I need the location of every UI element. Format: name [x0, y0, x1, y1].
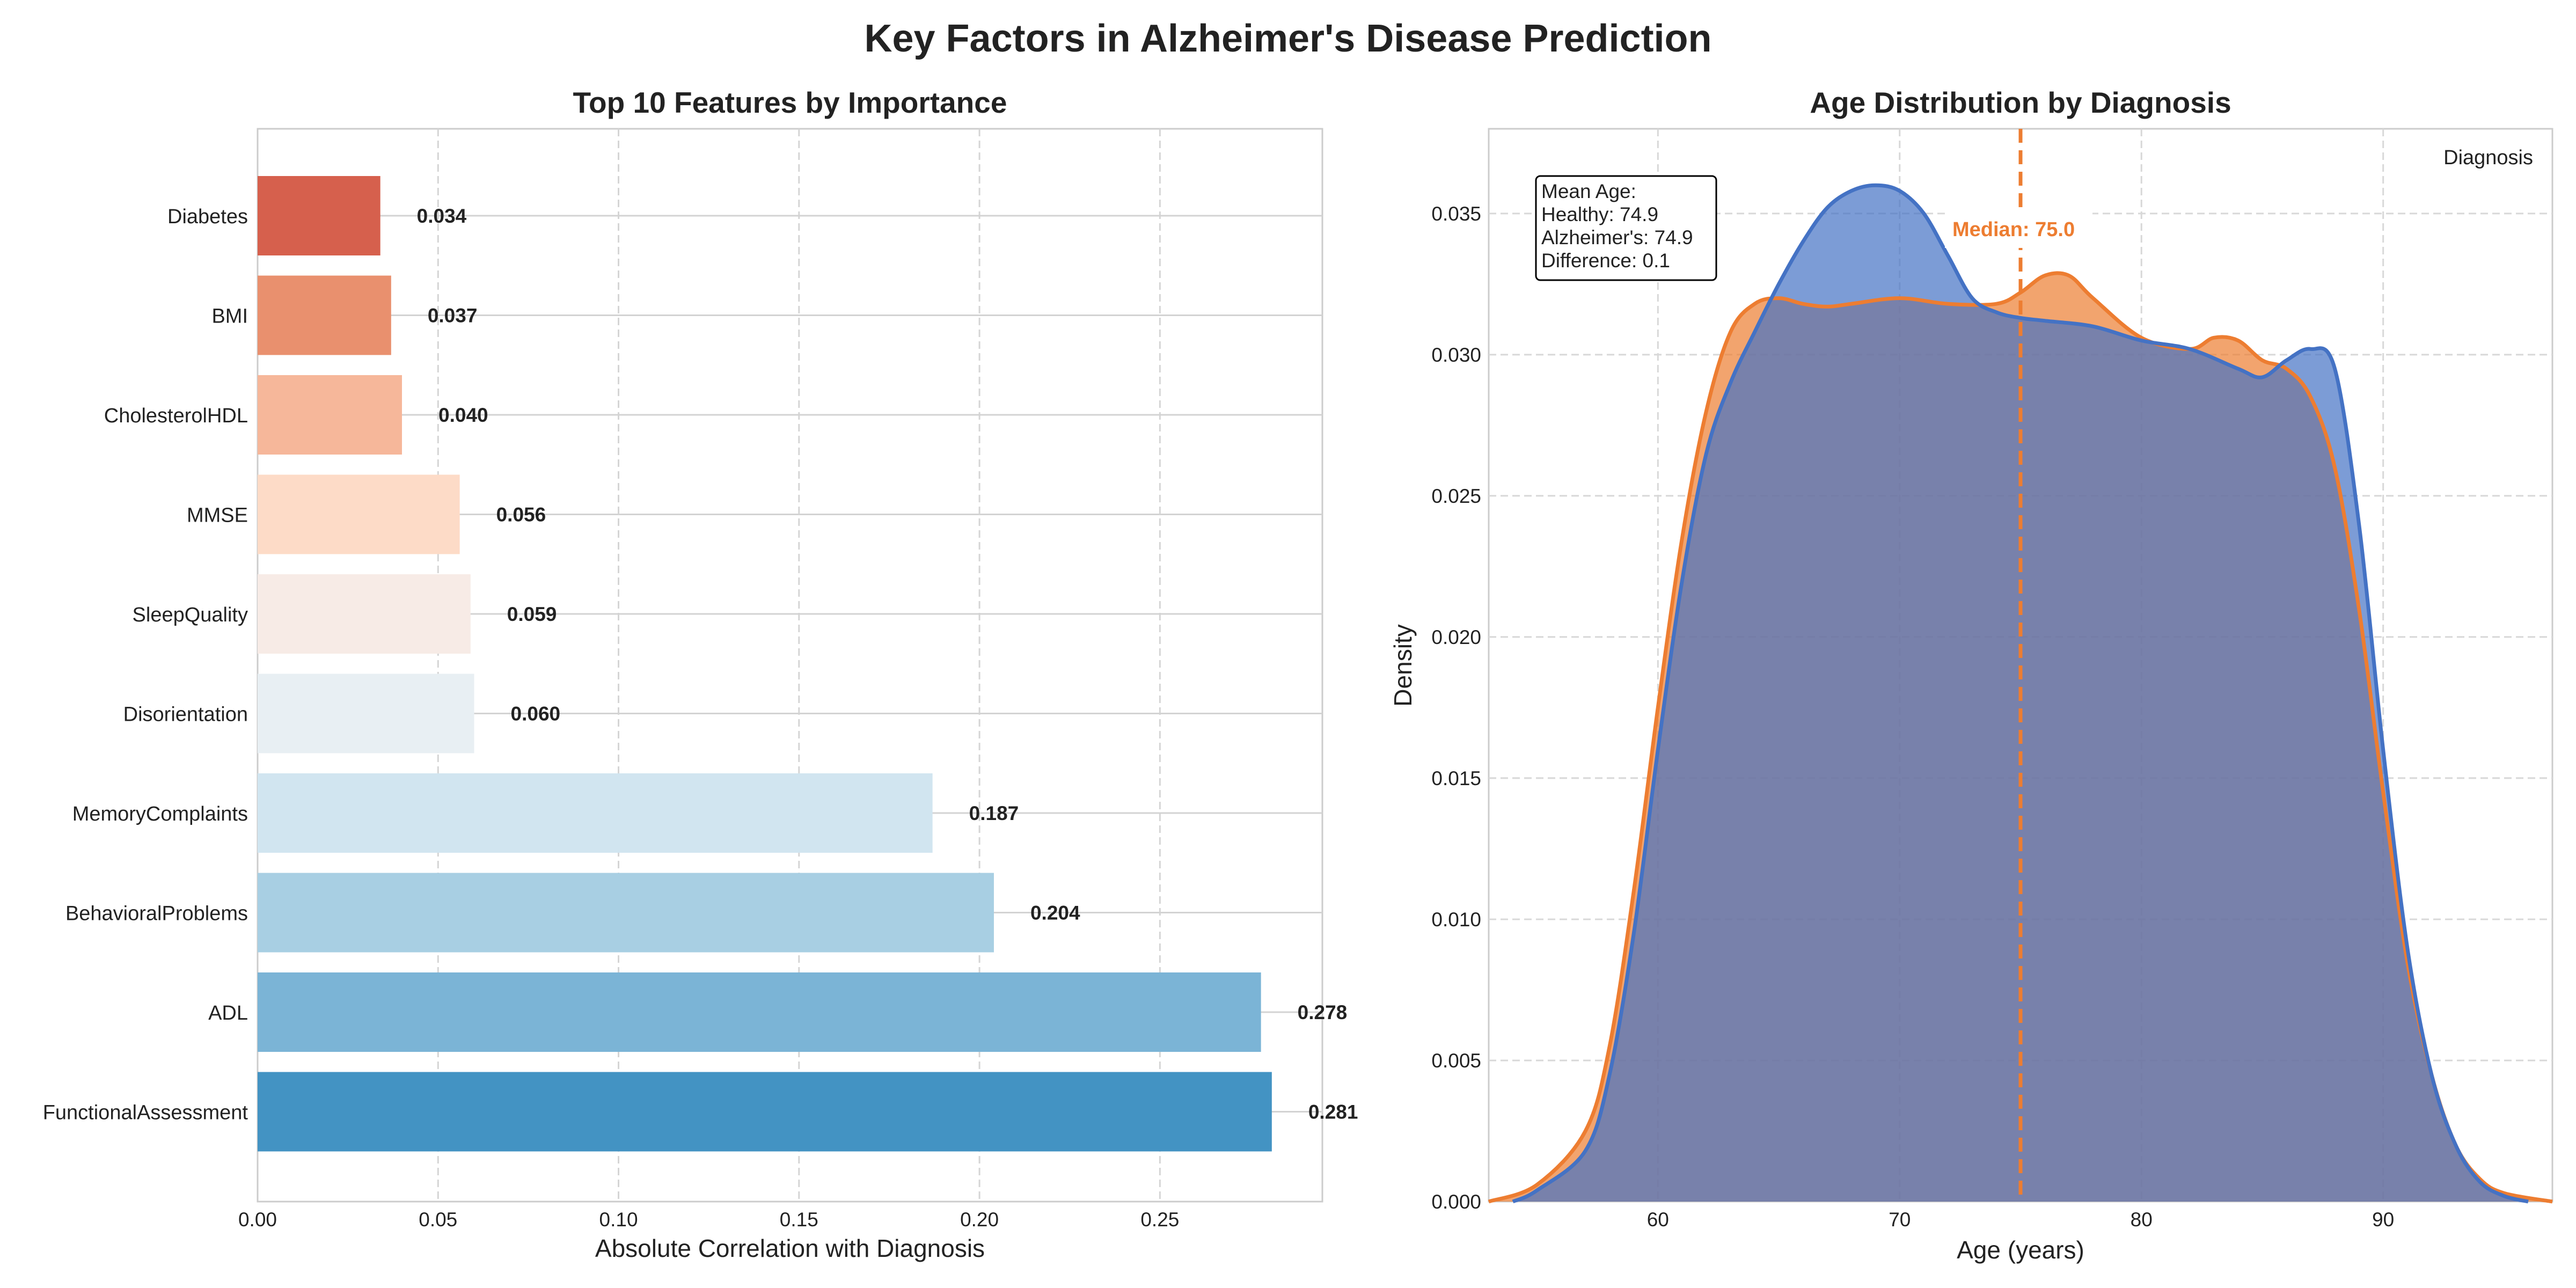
x-tick-label: 0.20	[960, 1209, 999, 1231]
bar	[258, 275, 391, 355]
kde-x-tick-label: 90	[2372, 1209, 2394, 1231]
bar-value-label: 0.187	[969, 802, 1019, 824]
category-label: CholesterolHDL	[104, 405, 248, 427]
bar-value-label: 0.056	[496, 504, 546, 526]
kde-y-tick-label: 0.005	[1431, 1050, 1481, 1072]
bar	[258, 375, 402, 455]
kde-y-tick-label: 0.010	[1431, 909, 1481, 931]
x-tick-label: 0.25	[1140, 1209, 1179, 1231]
bar	[258, 773, 933, 853]
bar	[258, 873, 994, 953]
kde-chart-y-ticks: 0.000 0.005 0.010 0.015 0.020 0.025 0.030 0.035	[1431, 203, 1481, 1213]
stats-box-frame	[1535, 175, 1717, 281]
bar-value-label: 0.204	[1030, 902, 1080, 924]
median-label-background	[1945, 210, 2092, 248]
stats-box-line-3: Alzheimer's: 74.9	[1541, 226, 1693, 248]
x-tick-label: 0.10	[599, 1209, 638, 1231]
bar-value-label: 0.281	[1308, 1101, 1358, 1123]
median-label: Median: 75.0	[1952, 218, 2075, 241]
bar-chart-x-label: Absolute Correlation with Diagnosis	[595, 1234, 985, 1262]
bar-value-label: 0.059	[507, 603, 557, 625]
kde-x-tick-label: 80	[2131, 1209, 2153, 1231]
kde-chart-x-label: Age (years)	[1957, 1236, 2084, 1264]
x-tick-label: 0.15	[780, 1209, 818, 1231]
kde-x-tick-label: 70	[1889, 1209, 1911, 1231]
category-label: Disorientation	[123, 704, 248, 726]
bar-value-label: 0.060	[511, 703, 561, 725]
bar-value-label: 0.278	[1298, 1001, 1348, 1023]
bar-chart-category-labels: Diabetes BMI CholesterolHDL MMSE SleepQualit…	[43, 206, 248, 1124]
kde-chart-x-ticks: 60 70 80 90	[1647, 1209, 2395, 1231]
kde-y-tick-label: 0.015	[1431, 767, 1481, 789]
density-line	[1488, 271, 2553, 1204]
category-label: Diabetes	[167, 206, 248, 228]
kde-y-tick-label: 0.035	[1431, 203, 1481, 225]
kde-x-tick-label: 60	[1647, 1209, 1669, 1231]
bar	[258, 1072, 1272, 1152]
bar	[258, 474, 460, 554]
bar-chart-bars	[258, 176, 1272, 1152]
bar-chart-title: Top 10 Features by Importance	[573, 86, 1007, 119]
kde-y-tick-label: 0.025	[1431, 485, 1481, 507]
category-label: MemoryComplaints	[72, 803, 248, 825]
kde-chart-median-line: Median: 75.0	[1945, 129, 2092, 1202]
bar	[258, 972, 1261, 1052]
kde-y-tick-label: 0.000	[1431, 1191, 1481, 1213]
bar	[258, 674, 474, 753]
bar-value-label: 0.034	[417, 205, 467, 227]
x-tick-label: 0.05	[419, 1209, 457, 1231]
bar	[258, 574, 471, 654]
kde-y-tick-label: 0.030	[1431, 344, 1481, 366]
kde-y-tick-label: 0.020	[1431, 626, 1481, 648]
stats-box-line-4: Difference: 0.1	[1541, 250, 1670, 272]
bar-value-label: 0.040	[438, 404, 488, 426]
category-label: FunctionalAssessment	[43, 1102, 248, 1124]
figure-title: Key Factors in Alzheimer's Disease Predi…	[864, 17, 1711, 60]
category-label: MMSE	[187, 504, 248, 527]
category-label: BehavioralProblems	[65, 903, 248, 925]
bar-chart-value-labels: 0.034 0.037 0.040 0.056 0.059 0.060 0.187 0.204…	[417, 205, 1358, 1123]
category-label: SleepQuality	[133, 604, 248, 626]
x-tick-label: 0.00	[238, 1209, 277, 1231]
age-distribution-chart: Age Distribution by Diagnosis Median: 75…	[1389, 86, 2553, 1264]
bar-value-label: 0.037	[428, 305, 478, 327]
stats-box-line-2: Healthy: 74.9	[1541, 203, 1658, 225]
feature-importance-chart: Top 10 Features by Importance 0.00 0.05 0.…	[43, 86, 1358, 1262]
bar	[258, 176, 380, 255]
stats-box: Mean Age: Healthy: 74.9 Alzheimer's: 74.…	[1535, 175, 1717, 281]
category-label: BMI	[211, 305, 248, 328]
bar-chart-x-ticks: 0.00 0.05 0.10 0.15 0.20 0.25	[238, 1209, 1179, 1231]
kde-chart-title: Age Distribution by Diagnosis	[1810, 86, 2231, 119]
stats-box-line-1: Mean Age:	[1541, 180, 1636, 202]
legend-title: Diagnosis	[2443, 147, 2533, 169]
category-label: ADL	[208, 1002, 248, 1024]
kde-chart-y-label: Density	[1389, 624, 1417, 706]
density-line	[1512, 183, 2529, 1204]
